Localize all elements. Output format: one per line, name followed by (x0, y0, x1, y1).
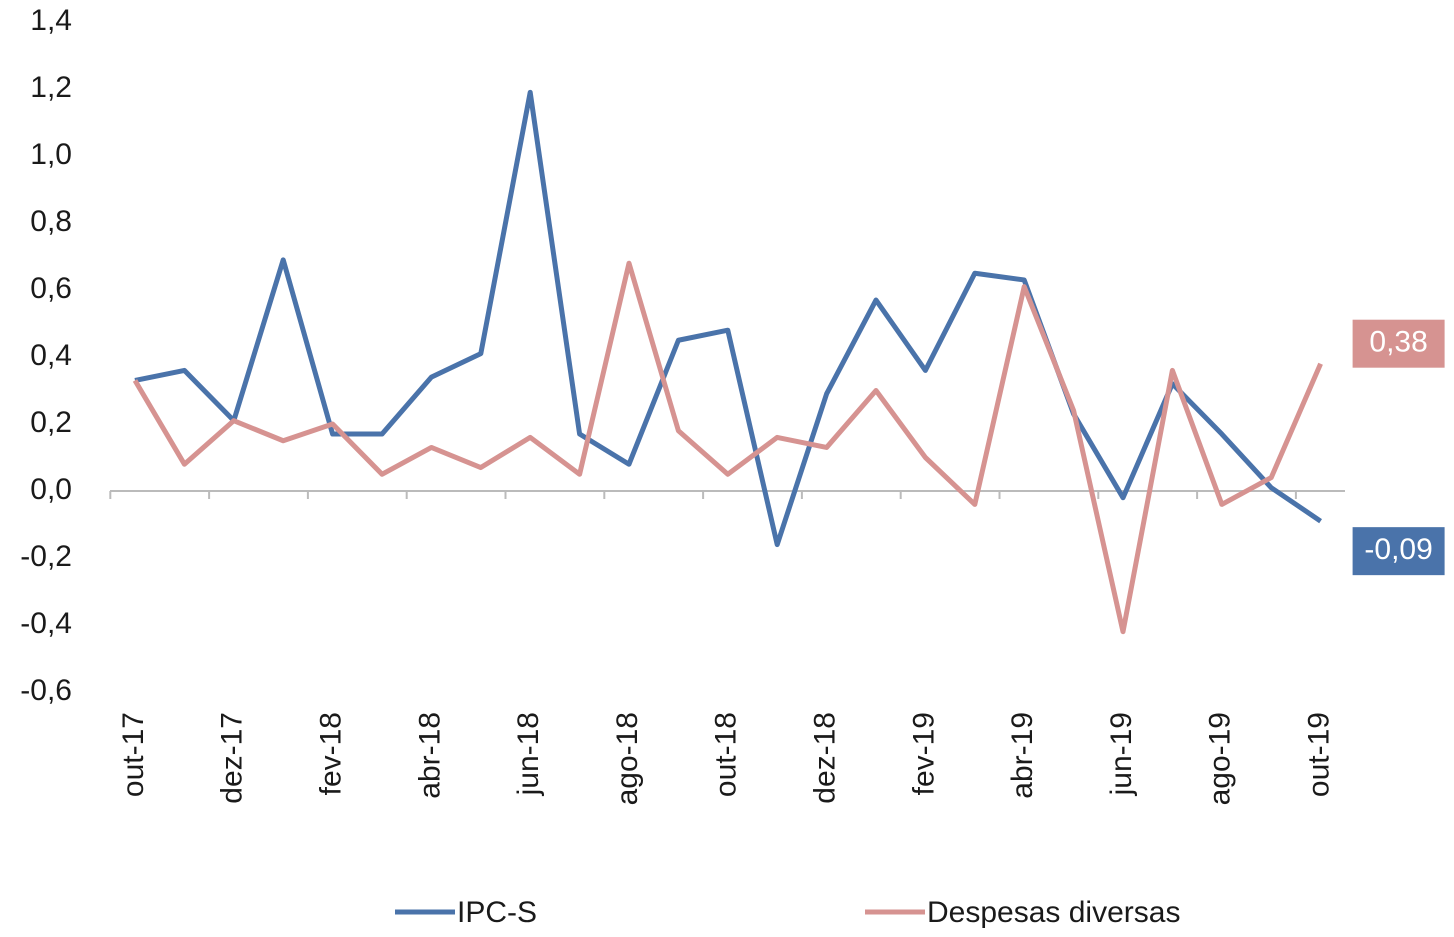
value-label: -0,09 (1364, 533, 1432, 566)
series-line (134, 89, 1323, 548)
x-tick-label: dez-18 (809, 712, 842, 804)
x-tick-label: jun-19 (1105, 712, 1138, 796)
y-tick-label: 0,4 (30, 339, 72, 372)
series-line (132, 260, 1323, 635)
x-tick-label: out-18 (710, 712, 743, 797)
x-tick-label: jun-18 (512, 712, 545, 796)
x-tick-label: out-17 (117, 712, 150, 797)
y-tick-label: 0,0 (30, 473, 72, 506)
y-tick-label: 1,2 (30, 71, 72, 104)
y-tick-label: 0,6 (30, 272, 72, 305)
legend-label: Despesas diversas (927, 896, 1180, 929)
x-tick-label: dez-17 (216, 712, 249, 804)
y-tick-label: 0,2 (30, 406, 72, 439)
x-tick-label: fev-18 (315, 712, 348, 795)
x-tick-label: abr-19 (1006, 712, 1039, 799)
x-tick-label: out-19 (1303, 712, 1336, 797)
x-tick-label: ago-18 (611, 712, 644, 805)
y-tick-label: 0,8 (30, 205, 72, 238)
value-label-box (1352, 319, 1445, 368)
y-tick-label: -0,2 (20, 540, 72, 573)
y-tick-label: 1,0 (30, 138, 72, 171)
value-label-box (1352, 527, 1445, 576)
x-tick-label: fev-19 (907, 712, 940, 795)
legend-label: IPC-S (457, 896, 537, 929)
y-tick-label: -0,6 (20, 674, 72, 707)
y-tick-label: 1,4 (30, 4, 72, 37)
x-tick-label: abr-18 (413, 712, 446, 799)
value-label: 0,38 (1369, 326, 1427, 359)
x-tick-label: ago-19 (1204, 712, 1237, 805)
y-tick-label: -0,4 (20, 607, 72, 640)
